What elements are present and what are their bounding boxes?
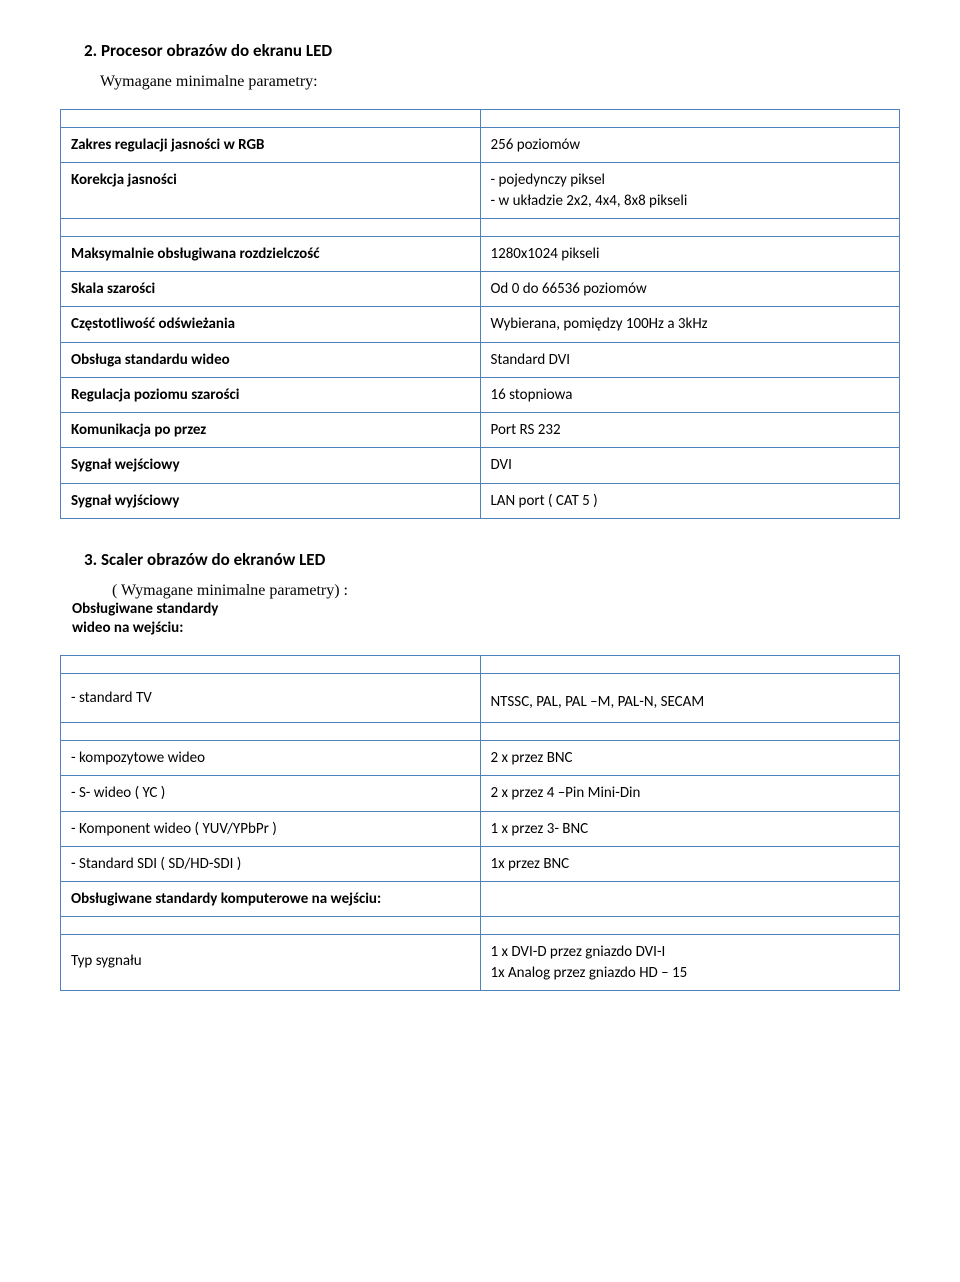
row-label: Częstotliwość odświeżania <box>61 307 481 342</box>
row-value: 2 x przez 4 –Pin Mini-Din <box>480 776 900 811</box>
section3-table: - standard TVNTSSC, PAL, PAL –M, PAL-N, … <box>60 655 900 991</box>
row-label: Maksymalnie obsługiwana rozdzielczość <box>61 236 481 271</box>
section3-subheading: ( Wymagane minimalne parametry) : <box>112 582 900 600</box>
row-label: Korekcja jasności <box>61 163 481 219</box>
row-value: Standard DVI <box>480 342 900 377</box>
table-row: Obsługiwane standardy komputerowe na wej… <box>61 882 900 917</box>
row-value: - pojedynczy piksel- w układzie 2x2, 4x4… <box>480 163 900 219</box>
spacer-row <box>61 723 900 741</box>
spacer-row <box>61 218 900 236</box>
row-value: Port RS 232 <box>480 413 900 448</box>
row-value: 2 x przez BNC <box>480 741 900 776</box>
table-row: Typ sygnału1 x DVI-D przez gniazdo DVI-I… <box>61 935 900 991</box>
row-label: - kompozytowe wideo <box>61 741 481 776</box>
row-label: Regulacja poziomu szarości <box>61 377 481 412</box>
row-value: 1 x przez 3- BNC <box>480 811 900 846</box>
table-row: - Standard SDI ( SD/HD-SDI )1x przez BNC <box>61 846 900 881</box>
row-label: Zakres regulacji jasności w RGB <box>61 128 481 163</box>
table-row: Maksymalnie obsługiwana rozdzielczość128… <box>61 236 900 271</box>
row-value: 256 poziomów <box>480 128 900 163</box>
row-value: Wybierana, pomiędzy 100Hz a 3kHz <box>480 307 900 342</box>
row-label: Sygnał wejściowy <box>61 448 481 483</box>
row-value: NTSSC, PAL, PAL –M, PAL-N, SECAM <box>480 673 900 722</box>
row-label: - Komponent wideo ( YUV/YPbPr ) <box>61 811 481 846</box>
table-row: Obsługa standardu wideoStandard DVI <box>61 342 900 377</box>
spacer-row <box>61 917 900 935</box>
table-row: Skala szarościOd 0 do 66536 poziomów <box>61 272 900 307</box>
row-value: 1280x1024 pikseli <box>480 236 900 271</box>
table-row: - kompozytowe wideo2 x przez BNC <box>61 741 900 776</box>
row-value: Od 0 do 66536 poziomów <box>480 272 900 307</box>
section2-subheading: Wymagane minimalne parametry: <box>100 73 900 91</box>
row-value <box>480 882 900 917</box>
row-value: 1x przez BNC <box>480 846 900 881</box>
row-label: Skala szarości <box>61 272 481 307</box>
row-value: LAN port ( CAT 5 ) <box>480 483 900 518</box>
row-label: - standard TV <box>61 673 481 722</box>
row-label: Sygnał wyjściowy <box>61 483 481 518</box>
table-row: Korekcja jasności- pojedynczy piksel- w … <box>61 163 900 219</box>
row-label: - Standard SDI ( SD/HD-SDI ) <box>61 846 481 881</box>
section3-obs-label: Obsługiwane standardy wideo na wejściu: <box>72 600 900 639</box>
row-value: 1 x DVI-D przez gniazdo DVI-I1x Analog p… <box>480 935 900 991</box>
spacer-row <box>61 655 900 673</box>
row-label: Typ sygnału <box>61 935 481 991</box>
row-value: 16 stopniowa <box>480 377 900 412</box>
table-row: - S- wideo ( YC )2 x przez 4 –Pin Mini-D… <box>61 776 900 811</box>
table-row: - Komponent wideo ( YUV/YPbPr )1 x przez… <box>61 811 900 846</box>
table-row: Częstotliwość odświeżaniaWybierana, pomi… <box>61 307 900 342</box>
table-row: Sygnał wejściowyDVI <box>61 448 900 483</box>
table-row: Zakres regulacji jasności w RGB256 pozio… <box>61 128 900 163</box>
row-label: Komunikacja po przez <box>61 413 481 448</box>
table-row: Komunikacja po przezPort RS 232 <box>61 413 900 448</box>
section2-heading: 2. Procesor obrazów do ekranu LED <box>84 40 900 61</box>
table-row: Sygnał wyjściowyLAN port ( CAT 5 ) <box>61 483 900 518</box>
section3-heading: 3. Scaler obrazów do ekranów LED <box>84 549 900 570</box>
section2-table: Zakres regulacji jasności w RGB256 pozio… <box>60 109 900 519</box>
row-value: DVI <box>480 448 900 483</box>
table-row: - standard TVNTSSC, PAL, PAL –M, PAL-N, … <box>61 673 900 722</box>
spacer-row <box>61 110 900 128</box>
row-label: Obsługiwane standardy komputerowe na wej… <box>61 882 481 917</box>
table-row: Regulacja poziomu szarości16 stopniowa <box>61 377 900 412</box>
row-label: Obsługa standardu wideo <box>61 342 481 377</box>
row-label: - S- wideo ( YC ) <box>61 776 481 811</box>
